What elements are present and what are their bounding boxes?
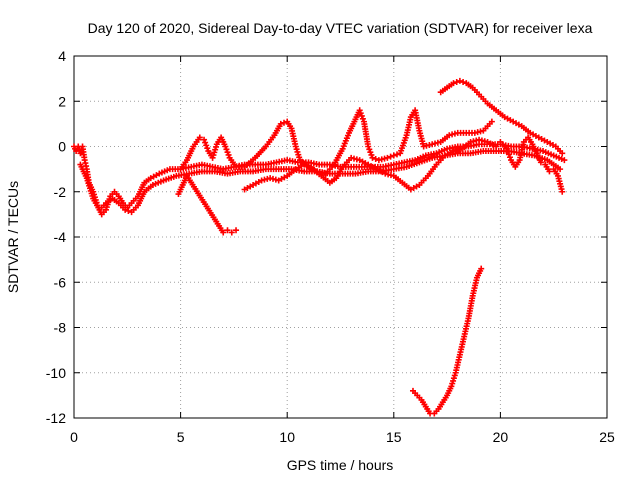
data-point	[222, 143, 229, 150]
data-point	[366, 146, 373, 153]
data-point	[357, 110, 364, 117]
x-axis: 0 5 10 15 20 25	[70, 56, 615, 445]
data-point	[358, 112, 365, 119]
y-tick-label: -10	[46, 365, 66, 381]
data-point	[493, 143, 500, 150]
data-point	[456, 77, 463, 84]
data-point	[365, 143, 372, 150]
data-point	[223, 146, 230, 153]
data-point	[122, 206, 129, 213]
data-point	[559, 150, 566, 157]
x-tick-label: 5	[177, 429, 185, 445]
data-point	[372, 155, 379, 162]
data-point	[281, 119, 288, 126]
data-point	[369, 154, 376, 161]
data-point	[356, 107, 363, 114]
data-point	[546, 168, 553, 175]
data-point	[488, 118, 495, 125]
data-point	[506, 154, 513, 161]
data-point	[228, 229, 235, 236]
data-point	[359, 115, 366, 122]
data-point	[368, 151, 375, 158]
x-tick-label: 20	[493, 429, 509, 445]
data-point	[503, 145, 510, 152]
y-tick-label: -8	[54, 320, 67, 336]
data-point	[125, 207, 132, 214]
grid-lines	[74, 56, 607, 418]
y-tick-label: 2	[58, 93, 66, 109]
data-point	[505, 151, 512, 158]
x-tick-label: 15	[386, 429, 402, 445]
data-point	[460, 79, 467, 86]
data-point	[478, 265, 485, 272]
y-tick-label: -4	[54, 229, 67, 245]
data-point	[367, 149, 374, 156]
data-point	[561, 157, 568, 164]
y-tick-label: 4	[58, 48, 66, 64]
data-point	[204, 145, 211, 152]
data-point	[384, 154, 391, 161]
data-point	[203, 142, 210, 149]
data-point	[537, 159, 544, 166]
data-point	[196, 134, 203, 141]
data-point	[201, 136, 208, 143]
data-point	[387, 153, 394, 160]
y-tick-label: -12	[46, 410, 66, 426]
x-tick-label: 25	[599, 429, 615, 445]
y-axis: -12 -10 -8 -6 -4 -2 0 2 4	[46, 48, 607, 426]
data-point	[504, 148, 511, 155]
data-point	[224, 149, 231, 156]
data-point	[233, 227, 240, 234]
data-point	[557, 166, 564, 173]
data-point	[559, 188, 566, 195]
chart-title: Day 120 of 2020, Sidereal Day-to-day VTE…	[88, 20, 593, 36]
y-tick-label: 0	[58, 139, 66, 155]
data-points	[71, 77, 568, 417]
data-point	[202, 139, 209, 146]
y-tick-label: -6	[54, 274, 67, 290]
x-tick-label: 10	[279, 429, 295, 445]
y-axis-title: SDTVAR / TECUs	[5, 181, 21, 293]
plot-frame	[73, 55, 608, 419]
data-point	[450, 80, 457, 87]
data-point	[393, 151, 400, 158]
data-point	[225, 151, 232, 158]
data-point	[220, 229, 227, 236]
data-point	[224, 227, 231, 234]
y-tick-label: -2	[54, 184, 67, 200]
data-point	[277, 120, 284, 127]
x-tick-label: 0	[70, 429, 78, 445]
data-point	[390, 152, 397, 159]
data-point	[453, 79, 460, 86]
x-axis-title: GPS time / hours	[287, 457, 394, 473]
